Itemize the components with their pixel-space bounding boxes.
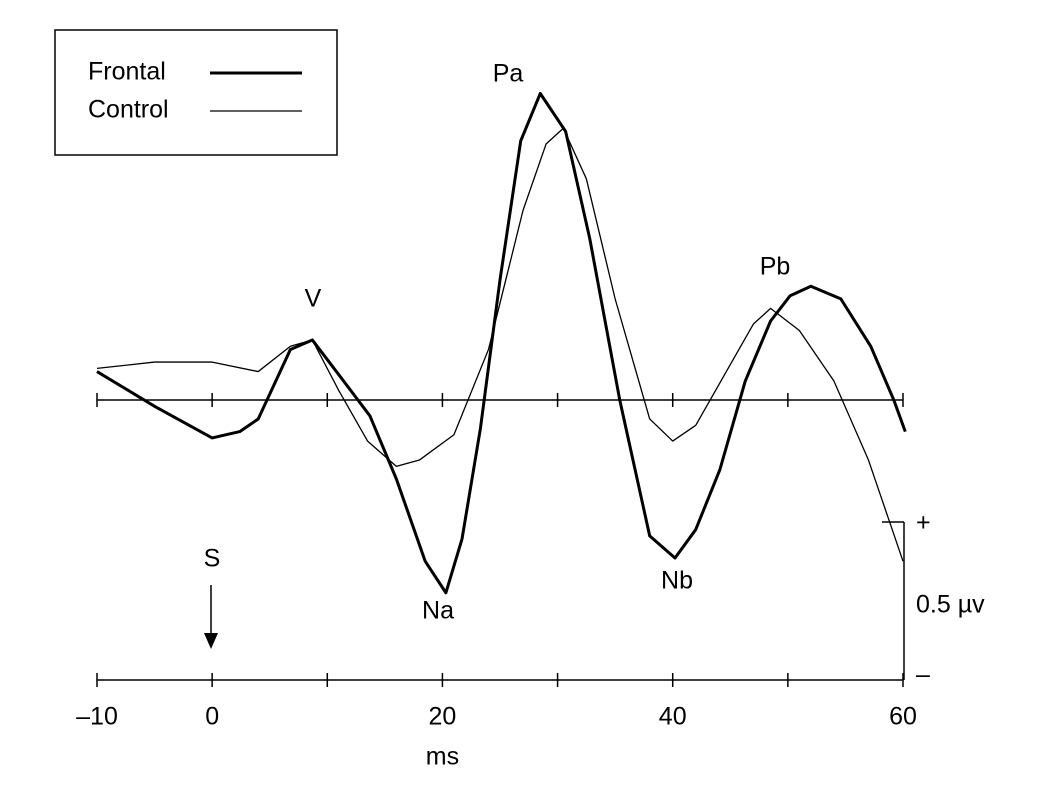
scale-plus: + [916, 509, 931, 537]
x-tick-label: –10 [76, 703, 118, 731]
annotation: V [305, 285, 322, 313]
x-axis-label: ms [426, 743, 459, 771]
stimulus-arrowhead [204, 633, 218, 649]
data-line [96, 91, 907, 595]
data-line [96, 127, 904, 562]
legend-label: Frontal [88, 58, 166, 86]
x-tick-label: 40 [659, 703, 687, 731]
annotation: Nb [661, 567, 693, 595]
x-tick-label: 60 [889, 703, 917, 731]
annotation: Pa [493, 60, 524, 88]
annotation: S [204, 545, 221, 573]
legend-box [54, 29, 338, 156]
annotation: Pb [760, 253, 791, 281]
scale-label: 0.5 µv [916, 591, 985, 619]
legend-label: Control [88, 96, 169, 124]
annotation: Na [422, 597, 454, 625]
scale-minus: – [916, 661, 930, 689]
x-tick-label: 0 [205, 703, 219, 731]
x-tick-label: 20 [429, 703, 457, 731]
